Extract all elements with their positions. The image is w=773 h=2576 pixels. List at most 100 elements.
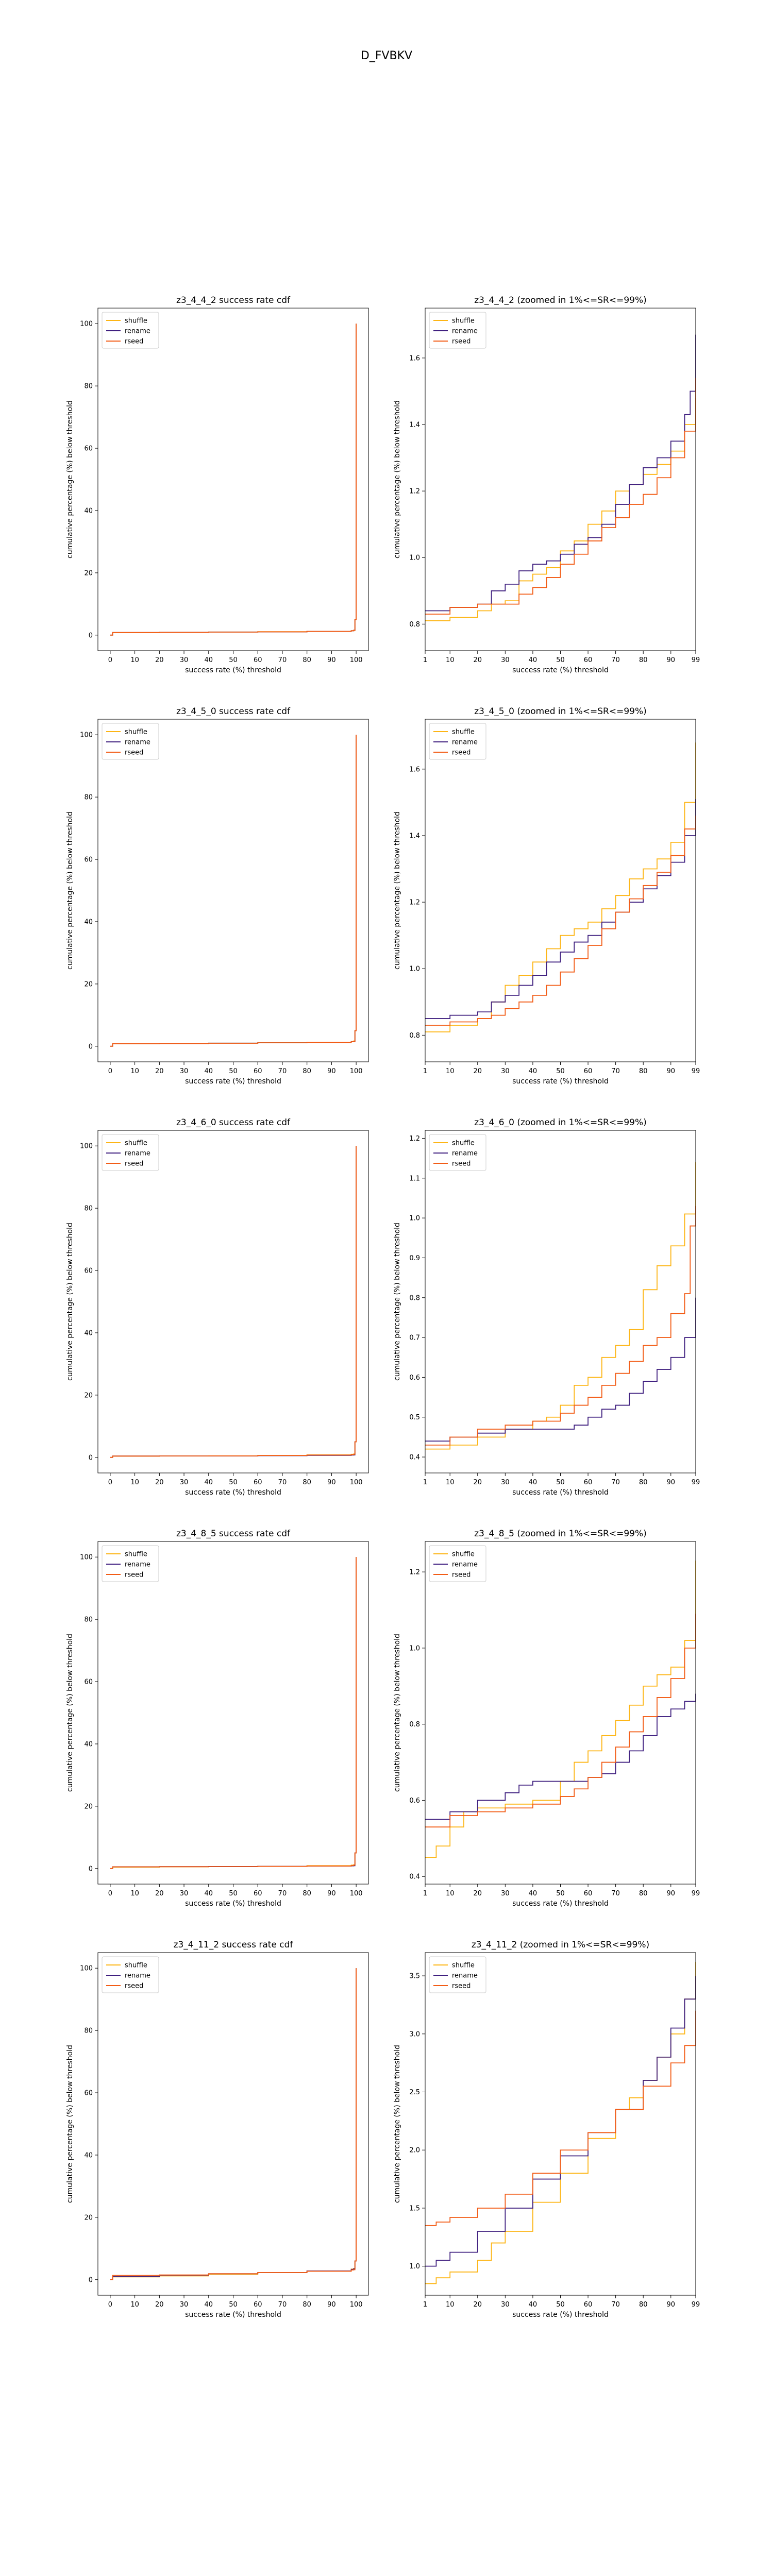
y-tick-label: 0.6 — [409, 1797, 420, 1805]
y-tick-label: 60 — [84, 1267, 93, 1275]
x-tick-label: 90 — [667, 656, 676, 664]
y-tick-label: 0.6 — [409, 1374, 420, 1382]
x-axis-label: success rate (%) threshold — [512, 1488, 609, 1497]
chart-title: z3_4_5_0 success rate cdf — [176, 706, 291, 717]
x-tick-label: 60 — [584, 1067, 593, 1075]
x-tick-label: 10 — [130, 1067, 139, 1075]
y-tick-label: 60 — [84, 856, 93, 864]
x-tick-label: 50 — [229, 1479, 238, 1486]
x-tick-label: 10 — [446, 1890, 455, 1897]
x-tick-label: 20 — [474, 1067, 482, 1075]
chart-5: z3_4_6_0 success rate cdf 0 10 20 30 40 50 60 70… — [66, 1117, 369, 1497]
y-tick-label: 100 — [80, 1554, 93, 1562]
y-tick-label: 20 — [84, 1803, 93, 1810]
legend-label-shuffle: shuffle — [452, 1962, 475, 1970]
x-tick-label: 1 — [423, 1067, 427, 1075]
legend: shuffle rename rseed — [429, 312, 486, 349]
x-tick-label: 70 — [278, 1067, 287, 1075]
x-tick-label: 10 — [130, 2301, 139, 2309]
x-tick-label: 60 — [254, 656, 262, 664]
y-tick-label: 0.8 — [409, 1032, 420, 1040]
x-axis-label: success rate (%) threshold — [185, 1077, 281, 1086]
legend-label-rseed: rseed — [452, 338, 470, 346]
legend-box — [102, 312, 159, 349]
y-axis-label: cumulative percentage (%) below threshol… — [393, 811, 401, 970]
series-line-rseed — [110, 735, 357, 1047]
chart-title: z3_4_11_2 success rate cdf — [174, 1940, 294, 1950]
x-tick-label: 70 — [611, 1890, 620, 1897]
legend-label-rseed: rseed — [452, 1571, 470, 1579]
x-tick-label: 1 — [423, 656, 427, 664]
y-tick-label: 1.2 — [409, 488, 420, 496]
series-line-rseed — [110, 1146, 357, 1458]
y-axis-label: cumulative percentage (%) below threshol… — [66, 811, 74, 970]
y-tick-label: 40 — [84, 918, 93, 926]
y-tick-label: 0 — [89, 2276, 93, 2284]
x-tick-label: 100 — [350, 1067, 363, 1075]
x-tick-label: 1 — [423, 1890, 427, 1897]
x-tick-label: 20 — [155, 1067, 164, 1075]
x-tick-label: 50 — [229, 1067, 238, 1075]
x-tick-label: 60 — [584, 2301, 593, 2309]
series-line-shuffle — [425, 1162, 696, 1450]
y-tick-label: 1.2 — [409, 1569, 420, 1577]
y-axis-label: cumulative percentage (%) below threshol… — [393, 1634, 401, 1792]
series-group — [425, 1962, 696, 2284]
x-tick-label: 50 — [229, 1890, 238, 1897]
x-tick-label: 10 — [446, 2301, 455, 2309]
x-tick-label: 20 — [155, 1890, 164, 1897]
legend-label-shuffle: shuffle — [125, 1140, 147, 1147]
x-tick-label: 90 — [327, 1479, 336, 1486]
legend-label-rename: rename — [452, 1561, 478, 1569]
series-line-rseed — [425, 378, 696, 615]
chart-4: z3_4_5_0 (zoomed in 1%<=SR<=99%) 1 10 20 30 4… — [393, 706, 700, 1086]
y-tick-label: 0.9 — [409, 1255, 420, 1262]
legend-label-shuffle: shuffle — [125, 728, 147, 736]
series-group — [110, 1146, 357, 1458]
x-tick-label: 60 — [584, 656, 593, 664]
chart-8: z3_4_8_5 (zoomed in 1%<=SR<=99%) 1 10 20 30 4… — [393, 1529, 700, 1908]
x-tick-label: 30 — [501, 656, 510, 664]
legend-box — [429, 723, 486, 760]
x-tick-label: 0 — [108, 1067, 112, 1075]
x-tick-label: 90 — [667, 1479, 676, 1486]
x-tick-label: 60 — [584, 1479, 593, 1486]
x-tick-label: 100 — [350, 656, 363, 664]
x-tick-label: 20 — [474, 1890, 482, 1897]
y-tick-label: 0.8 — [409, 1294, 420, 1302]
chart-1: z3_4_4_2 success rate cdf 0 10 20 30 40 50 60 70… — [66, 295, 369, 674]
legend: shuffle rename rseed — [102, 1956, 159, 1993]
chart-title: z3_4_6_0 (zoomed in 1%<=SR<=99%) — [474, 1117, 647, 1128]
x-tick-label: 99 — [692, 1067, 700, 1075]
y-tick-label: 80 — [84, 2027, 93, 2035]
x-axis-label: success rate (%) threshold — [185, 666, 281, 674]
x-tick-label: 70 — [278, 2301, 287, 2309]
series-group — [110, 324, 357, 636]
x-tick-label: 80 — [639, 1067, 648, 1075]
x-tick-label: 99 — [692, 1479, 700, 1486]
y-tick-label: 1.6 — [409, 766, 420, 773]
x-tick-label: 50 — [229, 656, 238, 664]
x-axis-label: success rate (%) threshold — [512, 666, 609, 674]
y-tick-label: 3.5 — [409, 1973, 420, 1980]
x-tick-label: 40 — [529, 1067, 537, 1075]
series-group — [425, 742, 696, 1032]
x-tick-label: 10 — [446, 1479, 455, 1486]
x-tick-label: 80 — [639, 2301, 648, 2309]
legend-label-rseed: rseed — [125, 749, 143, 757]
legend-box — [102, 1134, 159, 1171]
x-tick-label: 70 — [611, 1479, 620, 1486]
chart-title: z3_4_8_5 success rate cdf — [176, 1529, 291, 1539]
chart-6: z3_4_6_0 (zoomed in 1%<=SR<=99%) 1 10 20 30 4… — [393, 1117, 700, 1497]
series-group — [425, 1560, 696, 1858]
x-tick-label: 80 — [303, 1479, 311, 1486]
x-tick-label: 10 — [130, 1890, 139, 1897]
x-tick-label: 80 — [303, 1890, 311, 1897]
x-tick-label: 0 — [108, 656, 112, 664]
chart-2: z3_4_4_2 (zoomed in 1%<=SR<=99%) 1 10 20 30 4… — [393, 295, 700, 674]
x-tick-label: 40 — [529, 1890, 537, 1897]
x-tick-label: 20 — [474, 656, 482, 664]
y-tick-label: 20 — [84, 2214, 93, 2222]
y-axis-label: cumulative percentage (%) below threshol… — [66, 1223, 74, 1381]
x-tick-label: 80 — [303, 656, 311, 664]
